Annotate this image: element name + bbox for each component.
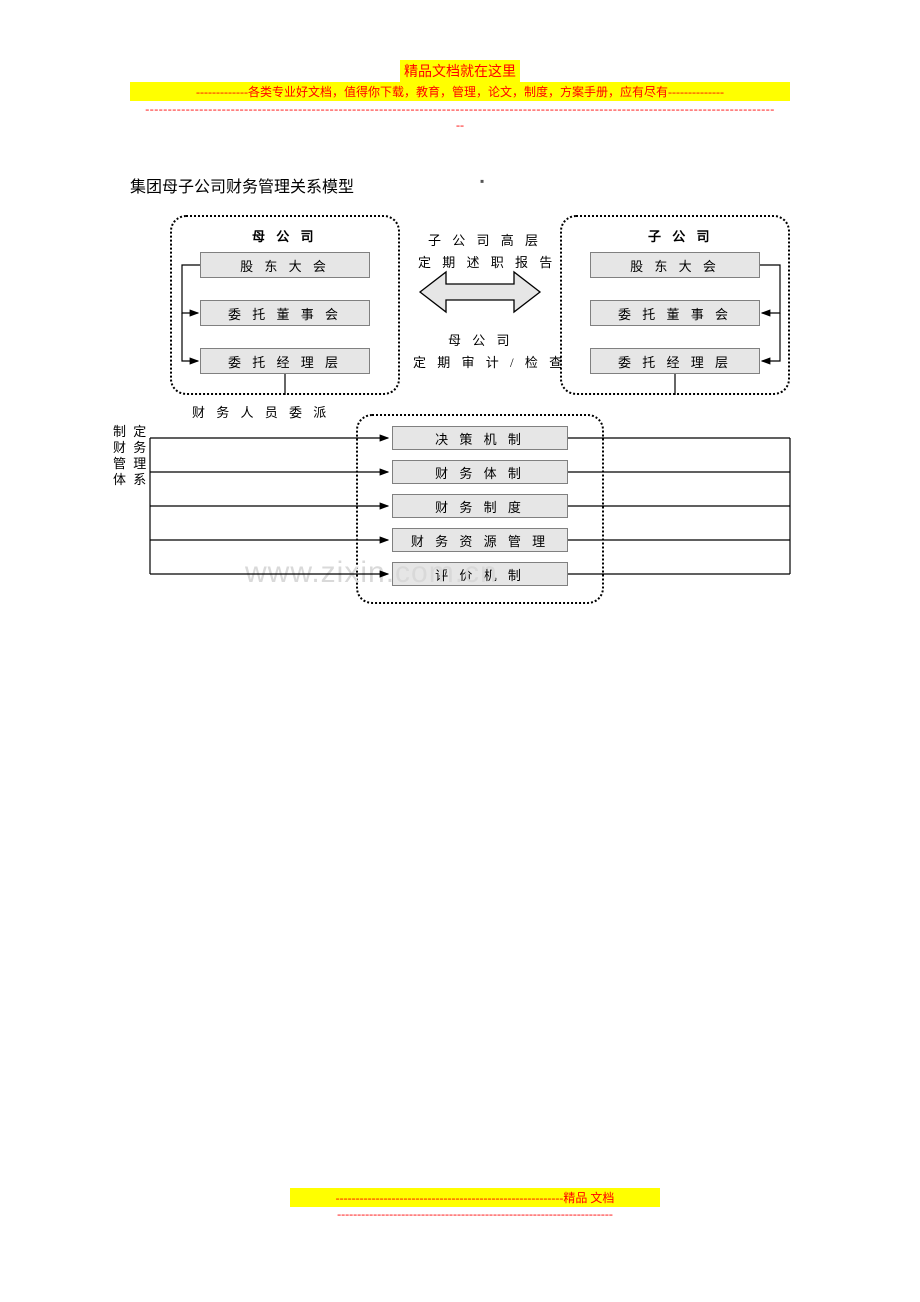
box-system-decision: 决 策 机 制 bbox=[392, 426, 568, 450]
center-label-top1: 子 公 司 高 层 bbox=[428, 230, 542, 249]
box-child-shareholders: 股 东 大 会 bbox=[590, 252, 760, 278]
box-system-structure: 财 务 体 制 bbox=[392, 460, 568, 484]
box-system-resource: 财 务 资 源 管 理 bbox=[392, 528, 568, 552]
footer-block: ----------------------------------------… bbox=[290, 1188, 660, 1222]
header-line-2: -------------各类专业好文档，值得你下载，教育，管理，论文，制度，方… bbox=[130, 82, 790, 101]
box-system-policy: 财 务 制 度 bbox=[392, 494, 568, 518]
double-arrow-icon bbox=[420, 272, 540, 312]
footer-line-1: ----------------------------------------… bbox=[290, 1188, 660, 1207]
box-child-board: 委 托 董 事 会 bbox=[590, 300, 760, 326]
header-line-3: ----------------------------------------… bbox=[130, 101, 790, 118]
document-title: 集团母子公司财务管理关系模型 bbox=[130, 173, 354, 197]
box-system-evaluation: 评 价 机 制 bbox=[392, 562, 568, 586]
center-label-top2: 定 期 述 职 报 告 bbox=[418, 252, 556, 271]
side-label-top: 财 务 人 员 委 派 bbox=[192, 402, 330, 421]
footer-line-2: ----------------------------------------… bbox=[290, 1207, 660, 1222]
header-line-1: 精品文档就在这里 bbox=[400, 60, 520, 82]
center-label-bot1: 母 公 司 bbox=[448, 330, 514, 349]
header-line-4: -- bbox=[130, 118, 790, 133]
panel-child-title: 子 公 司 bbox=[648, 226, 714, 245]
center-label-bot2: 定 期 审 计 / 检 查 bbox=[413, 352, 566, 371]
header-block: 精品文档就在这里 -------------各类专业好文档，值得你下载，教育，管… bbox=[130, 60, 790, 133]
page: 精品文档就在这里 -------------各类专业好文档，值得你下载，教育，管… bbox=[0, 0, 920, 1302]
box-child-managers: 委 托 经 理 层 bbox=[590, 348, 760, 374]
panel-parent-title: 母 公 司 bbox=[252, 226, 318, 245]
box-parent-managers: 委 托 经 理 层 bbox=[200, 348, 370, 374]
title-mark-icon: ▪ bbox=[480, 174, 484, 189]
side-label-left: 制 定 财 务 管 理 体 系 bbox=[113, 424, 145, 488]
box-parent-shareholders: 股 东 大 会 bbox=[200, 252, 370, 278]
box-parent-board: 委 托 董 事 会 bbox=[200, 300, 370, 326]
